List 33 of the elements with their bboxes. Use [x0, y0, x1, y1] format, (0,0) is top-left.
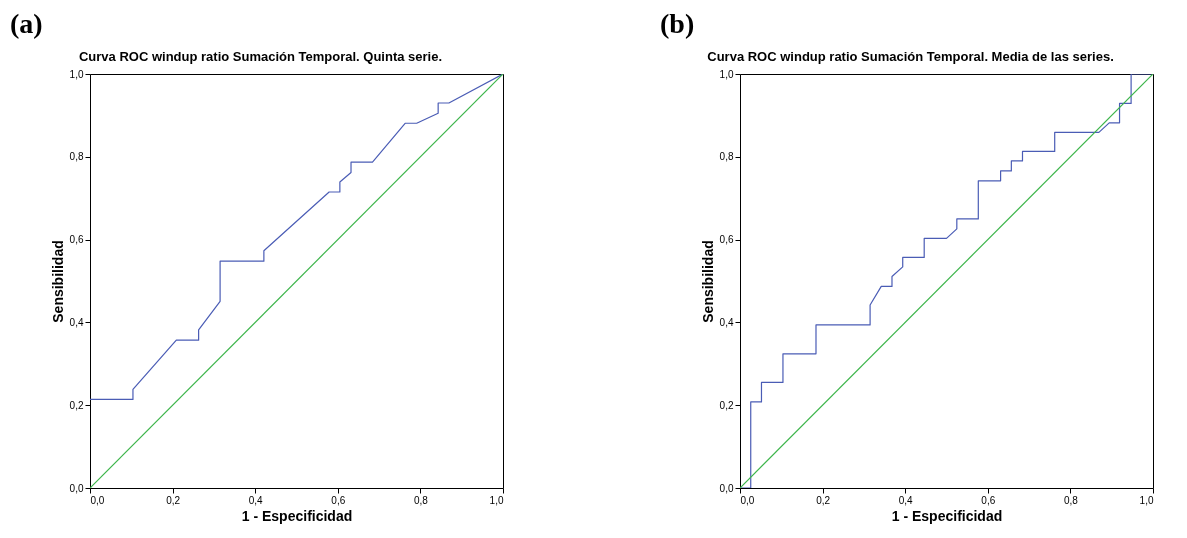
x-tick-label: 0,2	[166, 494, 181, 506]
y-tick-label: 0,0	[719, 482, 734, 494]
x-tick-label: 1,0	[1139, 494, 1154, 506]
x-tick-label: 1,0	[489, 494, 504, 506]
y-axis-title: Sensibilidad	[699, 240, 716, 323]
y-tick-label: 0,2	[69, 399, 84, 411]
y-tick-label: 0,4	[719, 316, 734, 328]
x-tick-label: 0,8	[413, 494, 429, 506]
y-tick-label: 1,0	[69, 68, 84, 80]
y-tick-label: 0,8	[719, 151, 734, 163]
x-tick-label: 0,2	[816, 494, 831, 506]
x-tick-label: 0,8	[1063, 494, 1079, 506]
y-tick-label: 0,6	[719, 234, 734, 246]
y-axis-title: Sensibilidad	[49, 240, 66, 323]
chart-title: Curva ROC windup ratio Sumación Temporal. Quinta serie.	[78, 49, 443, 64]
y-tick-label: 0,4	[69, 316, 84, 328]
text: (b)	[660, 8, 695, 39]
x-axis-title: 1 - Especificidad	[241, 507, 353, 524]
x-axis-title: 1 - Especificidad	[891, 507, 1003, 524]
x-tick-label: 0,0	[90, 494, 105, 506]
text: (a)	[10, 8, 43, 39]
y-tick-label: 0,6	[69, 234, 84, 246]
y-tick-label: 0,0	[69, 482, 84, 494]
y-tick-label: 1,0	[719, 68, 734, 80]
x-tick-label: 0,0	[740, 494, 755, 506]
x-tick-label: 0,4	[898, 494, 914, 506]
x-tick-label: 0,6	[981, 494, 996, 506]
x-tick-label: 0,6	[331, 494, 346, 506]
y-tick-label: 0,2	[719, 399, 734, 411]
y-tick-label: 0,8	[69, 151, 84, 163]
chart-title: Curva ROC windup ratio Sumación Temporal. Media de las series.	[707, 49, 1114, 64]
x-tick-label: 0,4	[248, 494, 264, 506]
line-series	[90, 74, 503, 400]
